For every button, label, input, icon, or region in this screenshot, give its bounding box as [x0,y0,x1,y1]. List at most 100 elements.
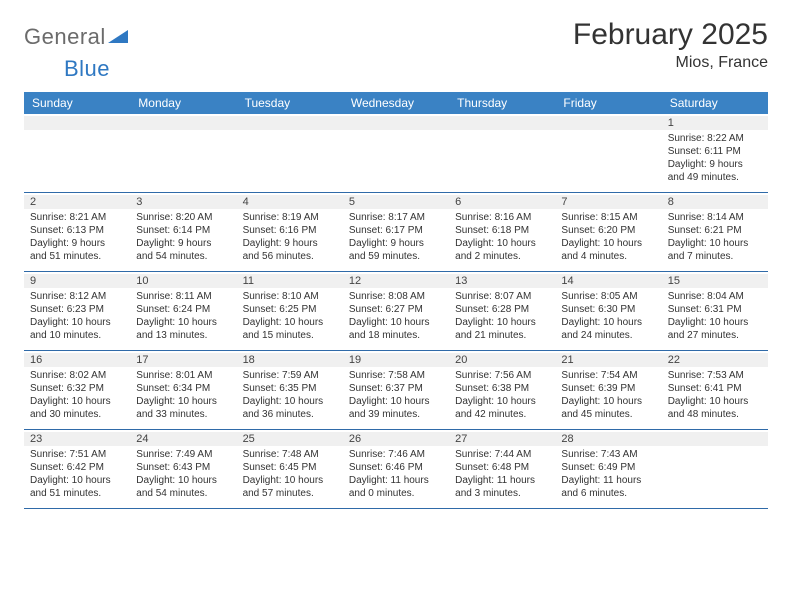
day-details: Sunrise: 7:49 AMSunset: 6:43 PMDaylight:… [136,448,230,500]
day-cell: 3 Sunrise: 8:20 AMSunset: 6:14 PMDaylight… [130,193,236,271]
day-cell: 4Sunrise: 8:19 AMSunset: 6:16 PMDaylight… [237,193,343,271]
location-label: Mios, France [573,54,768,72]
day-cell: 25 Sunrise: 7:48 AMSunset: 6:45 PMDayligh… [237,430,343,508]
weekday-header-row: Sunday Monday Tuesday Wednesday Thursday… [24,92,768,114]
logo-text-blue: Blue [64,56,110,81]
day-number: 18 [237,353,343,367]
day-number: 6 [449,195,555,209]
day-cell: 23 Sunrise: 7:51 AMSunset: 6:42 PMDayligh… [24,430,130,508]
day-cell: 10 Sunrise: 8:11 AMSunset: 6:24 PMDayligh… [130,272,236,350]
day-cell: 13Sunrise: 8:07 AMSunset: 6:28 PMDayligh… [449,272,555,350]
day-number: 22 [662,353,768,367]
weekday-header: Wednesday [343,92,449,114]
day-number: 25 [237,432,343,446]
day-details: Sunrise: 8:12 AMSunset: 6:23 PMDaylight:… [30,290,124,342]
day-number: 28 [555,432,661,446]
day-number: 15 [662,274,768,288]
day-details: Sunrise: 7:51 AMSunset: 6:42 PMDaylight:… [30,448,124,500]
day-details: Sunrise: 7:48 AMSunset: 6:45 PMDaylight:… [243,448,337,500]
day-number [237,116,343,130]
day-cell: 27Sunrise: 7:44 AMSunset: 6:48 PMDayligh… [449,430,555,508]
day-number: 27 [449,432,555,446]
empty-day-cell [343,114,449,192]
title-block: February 2025 Mios, France [573,18,768,72]
day-cell: 16Sunrise: 8:02 AMSunset: 6:32 PMDayligh… [24,351,130,429]
day-details: Sunrise: 7:53 AMSunset: 6:41 PMDaylight:… [668,369,762,421]
day-number: 14 [555,274,661,288]
week-row: 16Sunrise: 8:02 AMSunset: 6:32 PMDayligh… [24,351,768,430]
day-details: Sunrise: 8:05 AMSunset: 6:30 PMDaylight:… [561,290,655,342]
day-number: 1 [662,116,768,130]
logo-triangle-icon [108,27,128,48]
day-cell: 20Sunrise: 7:56 AMSunset: 6:38 PMDayligh… [449,351,555,429]
day-number: 26 [343,432,449,446]
day-number: 12 [343,274,449,288]
day-number: 23 [24,432,130,446]
week-row: 23 Sunrise: 7:51 AMSunset: 6:42 PMDayligh… [24,430,768,509]
logo-text-general: General [24,24,106,50]
month-title: February 2025 [573,18,768,52]
weekday-header: Monday [130,92,236,114]
day-details: Sunrise: 8:14 AMSunset: 6:21 PMDaylight:… [668,211,762,263]
day-details: Sunrise: 7:54 AMSunset: 6:39 PMDaylight:… [561,369,655,421]
day-cell: 19 Sunrise: 7:58 AMSunset: 6:37 PMDayligh… [343,351,449,429]
day-number: 19 [343,353,449,367]
empty-day-cell [24,114,130,192]
day-number [449,116,555,130]
day-details: Sunrise: 8:01 AMSunset: 6:34 PMDaylight:… [136,369,230,421]
day-cell: 11 Sunrise: 8:10 AMSunset: 6:25 PMDayligh… [237,272,343,350]
brand-logo: General [24,18,130,50]
day-cell: 8 Sunrise: 8:14 AMSunset: 6:21 PMDaylight… [662,193,768,271]
day-cell: 1 Sunrise: 8:22 AMSunset: 6:11 PMDaylight… [662,114,768,192]
day-number: 2 [24,195,130,209]
day-number: 20 [449,353,555,367]
day-number [343,116,449,130]
weekday-header: Friday [555,92,661,114]
day-number: 10 [130,274,236,288]
day-number: 7 [555,195,661,209]
day-details: Sunrise: 7:43 AMSunset: 6:49 PMDaylight:… [561,448,655,500]
day-cell: 9Sunrise: 8:12 AMSunset: 6:23 PMDaylight… [24,272,130,350]
day-cell: 2 Sunrise: 8:21 AMSunset: 6:13 PMDaylight… [24,193,130,271]
day-number: 4 [237,195,343,209]
day-details: Sunrise: 8:04 AMSunset: 6:31 PMDaylight:… [668,290,762,342]
day-number: 16 [24,353,130,367]
day-details: Sunrise: 8:10 AMSunset: 6:25 PMDaylight:… [243,290,337,342]
day-details: Sunrise: 8:21 AMSunset: 6:13 PMDaylight:… [30,211,124,263]
day-cell: 12Sunrise: 8:08 AMSunset: 6:27 PMDayligh… [343,272,449,350]
weekday-header: Saturday [662,92,768,114]
week-row: 1 Sunrise: 8:22 AMSunset: 6:11 PMDaylight… [24,114,768,193]
day-details: Sunrise: 7:46 AMSunset: 6:46 PMDaylight:… [349,448,443,500]
day-number: 11 [237,274,343,288]
day-cell: 24 Sunrise: 7:49 AMSunset: 6:43 PMDayligh… [130,430,236,508]
day-cell: 26 Sunrise: 7:46 AMSunset: 6:46 PMDayligh… [343,430,449,508]
day-details: Sunrise: 7:59 AMSunset: 6:35 PMDaylight:… [243,369,337,421]
weekday-header: Tuesday [237,92,343,114]
empty-day-cell [449,114,555,192]
day-cell: 22 Sunrise: 7:53 AMSunset: 6:41 PMDayligh… [662,351,768,429]
day-details: Sunrise: 8:20 AMSunset: 6:14 PMDaylight:… [136,211,230,263]
empty-day-cell [237,114,343,192]
empty-day-cell [130,114,236,192]
day-number: 3 [130,195,236,209]
calendar-body: 1 Sunrise: 8:22 AMSunset: 6:11 PMDaylight… [24,114,768,509]
day-details: Sunrise: 8:22 AMSunset: 6:11 PMDaylight:… [668,132,762,184]
day-number: 24 [130,432,236,446]
day-number [130,116,236,130]
day-number: 8 [662,195,768,209]
day-cell: 21Sunrise: 7:54 AMSunset: 6:39 PMDayligh… [555,351,661,429]
day-number [555,116,661,130]
day-cell: 15 Sunrise: 8:04 AMSunset: 6:31 PMDayligh… [662,272,768,350]
day-details: Sunrise: 8:17 AMSunset: 6:17 PMDaylight:… [349,211,443,263]
day-number: 5 [343,195,449,209]
day-cell: 6Sunrise: 8:16 AMSunset: 6:18 PMDaylight… [449,193,555,271]
day-cell: 14 Sunrise: 8:05 AMSunset: 6:30 PMDayligh… [555,272,661,350]
day-cell: 18 Sunrise: 7:59 AMSunset: 6:35 PMDayligh… [237,351,343,429]
day-details: Sunrise: 8:07 AMSunset: 6:28 PMDaylight:… [455,290,549,342]
weekday-header: Sunday [24,92,130,114]
day-details: Sunrise: 7:58 AMSunset: 6:37 PMDaylight:… [349,369,443,421]
week-row: 2 Sunrise: 8:21 AMSunset: 6:13 PMDaylight… [24,193,768,272]
day-cell: 7Sunrise: 8:15 AMSunset: 6:20 PMDaylight… [555,193,661,271]
day-details: Sunrise: 8:11 AMSunset: 6:24 PMDaylight:… [136,290,230,342]
week-row: 9Sunrise: 8:12 AMSunset: 6:23 PMDaylight… [24,272,768,351]
